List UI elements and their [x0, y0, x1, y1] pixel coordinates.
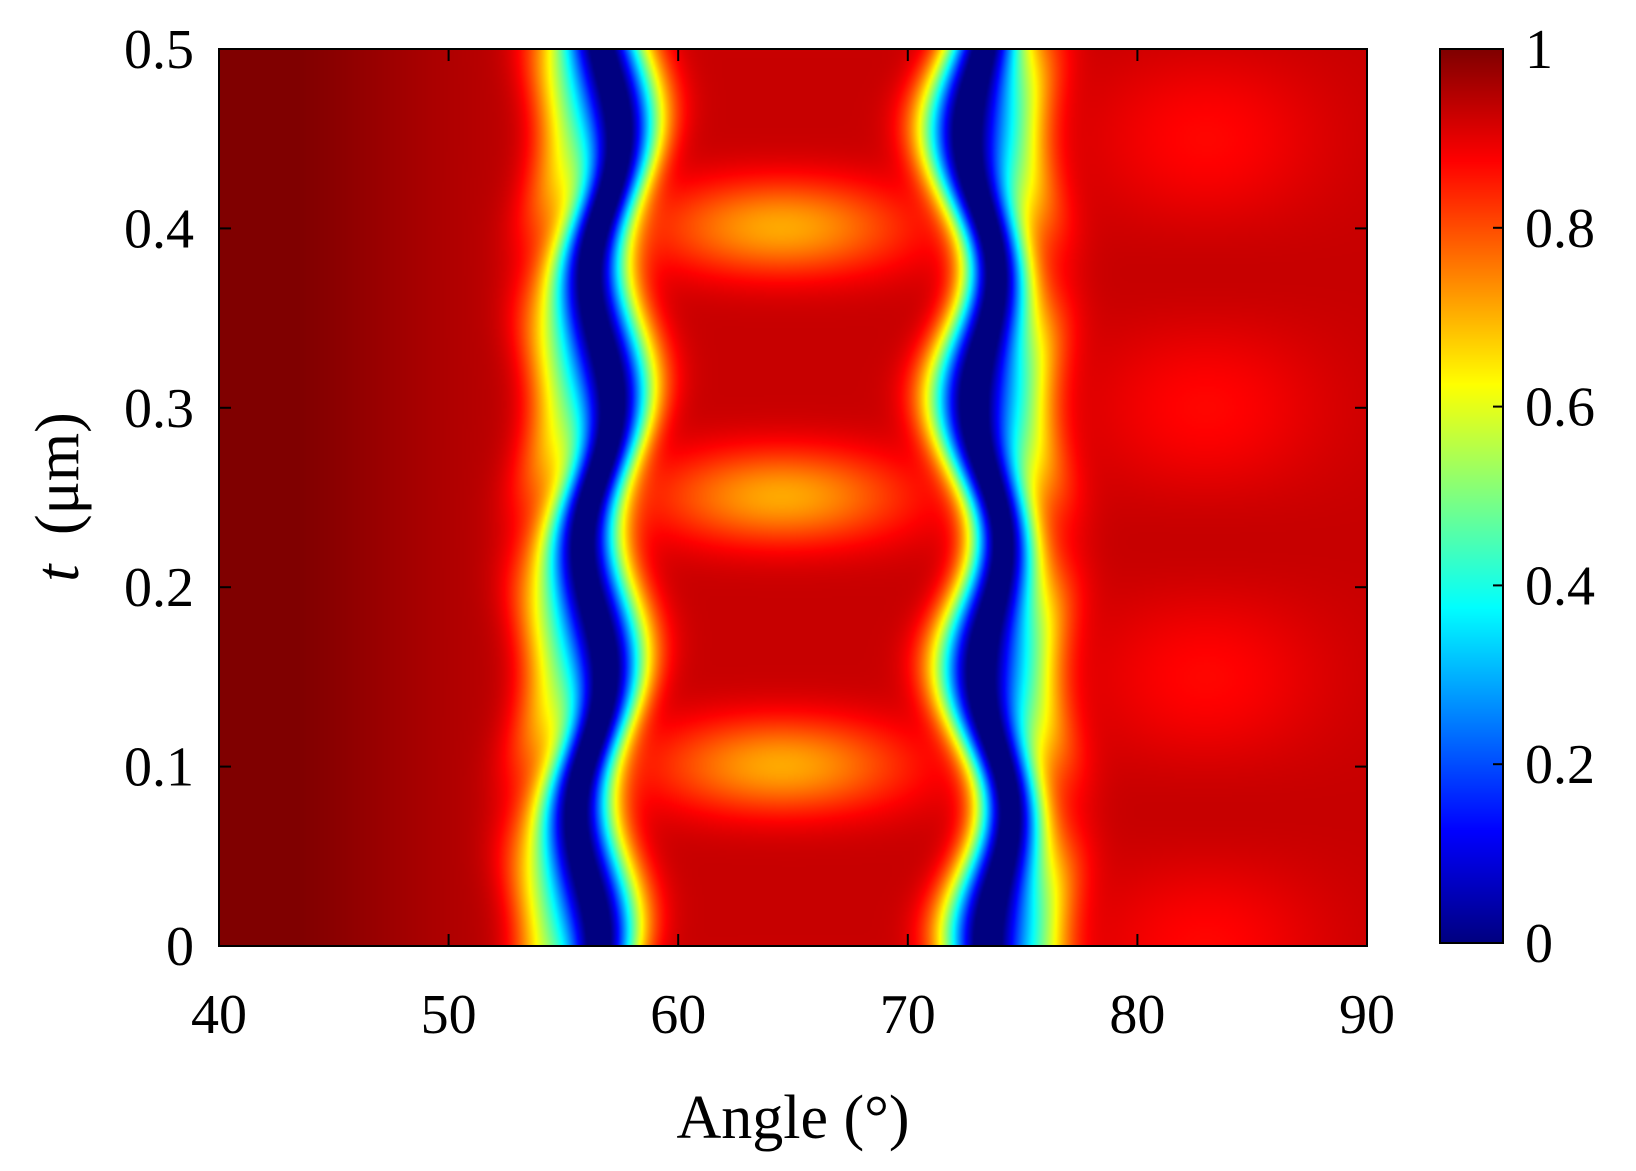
- y-tick-label: 0.4: [124, 198, 194, 260]
- colorbar-frame: [1439, 48, 1504, 944]
- x-axis-title: Angle (°): [676, 1084, 909, 1152]
- x-tick-label: 60: [650, 984, 706, 1046]
- y-axis-unit: (μm): [24, 412, 92, 535]
- y-tick-label: 0.3: [124, 378, 194, 440]
- x-tick-label: 70: [880, 984, 936, 1046]
- colorbar-tick-label: 0.2: [1525, 734, 1595, 796]
- x-tick-label: 90: [1339, 984, 1395, 1046]
- x-tick-label: 40: [191, 984, 247, 1046]
- colorbar-ticks: 0 0.2 0.4 0.6 0.8 1: [1493, 19, 1595, 975]
- svg-text:t (μm): t (μm): [24, 412, 92, 582]
- colorbar-tick-label: 0.8: [1525, 198, 1595, 260]
- x-tick-label: 80: [1109, 984, 1165, 1046]
- y-tick-label: 0.5: [124, 19, 194, 81]
- colorbar-tick-label: 0.6: [1525, 377, 1595, 439]
- colorbar-tick-label: 1: [1525, 19, 1553, 81]
- y-tick-label: 0.1: [124, 737, 194, 799]
- x-axis-ticks: 40 50 60 70 80 90: [191, 49, 1395, 1046]
- colorbar-tick-label: 0: [1525, 913, 1553, 975]
- y-axis-ticks: 0 0.1 0.2 0.3 0.4 0.5: [124, 19, 1367, 978]
- colorbar: [1440, 49, 1503, 943]
- heatmap-plot-area: [219, 49, 1367, 946]
- y-axis-symbol: t: [24, 563, 92, 582]
- y-tick-label: 0.2: [124, 557, 194, 619]
- plot-frame: [218, 48, 1368, 947]
- y-tick-label: 0: [166, 916, 194, 978]
- colorbar-tick-label: 0.4: [1525, 555, 1595, 617]
- y-axis-title: t (μm): [24, 412, 92, 582]
- x-tick-label: 50: [421, 984, 477, 1046]
